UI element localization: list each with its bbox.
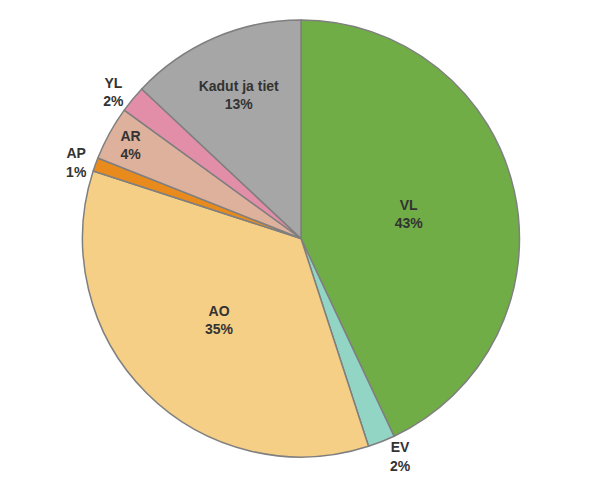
svg-text:Kadut ja tiet13%: Kadut ja tiet13% xyxy=(199,78,279,112)
svg-text:AR4%: AR4% xyxy=(120,128,141,162)
svg-text:YL2%: YL2% xyxy=(103,75,124,109)
svg-text:AO35%: AO35% xyxy=(205,303,234,337)
svg-text:EV2%: EV2% xyxy=(390,439,411,473)
svg-text:AP1%: AP1% xyxy=(66,145,87,179)
svg-text:VL43%: VL43% xyxy=(395,197,424,231)
